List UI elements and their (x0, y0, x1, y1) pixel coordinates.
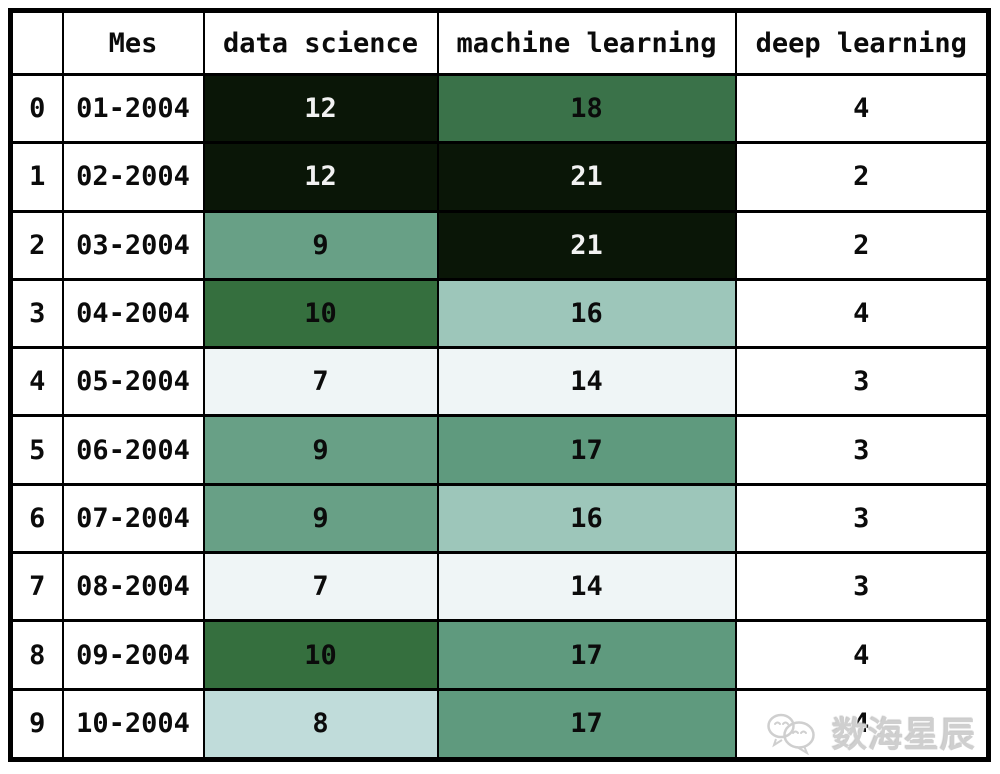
cell-mes: 05-2004 (61, 346, 205, 418)
row-index: 5 (9, 414, 64, 486)
cell-mes: 01-2004 (61, 72, 205, 145)
cell-mes: 04-2004 (61, 277, 205, 350)
cell-machine-learning: 18 (436, 72, 737, 145)
cell-data-science: 10 (202, 277, 439, 350)
table-row: 0 01-2004 12 18 4 (9, 72, 990, 145)
header-data-science: data science (202, 9, 439, 76)
cell-mes: 08-2004 (61, 551, 205, 623)
cell-data-science: 7 (202, 551, 439, 623)
cell-mes: 09-2004 (61, 619, 205, 691)
row-index: 9 (9, 687, 64, 762)
cell-data-science: 7 (202, 346, 439, 418)
cell-data-science: 10 (202, 619, 439, 691)
cell-deep-learning: 3 (734, 414, 990, 486)
table-body: 0 01-2004 12 18 4 1 02-2004 12 21 2 2 03-2004 9 21 2 3 0… (9, 72, 990, 762)
cell-deep-learning: 4 (734, 277, 990, 350)
cell-machine-learning: 21 (436, 141, 737, 213)
cell-mes: 03-2004 (61, 209, 205, 281)
header-mes: Mes (61, 9, 205, 76)
table-header: Mes data science machine learning deep l… (9, 9, 990, 76)
table-row: 3 04-2004 10 16 4 (9, 277, 990, 350)
cell-machine-learning: 16 (436, 482, 737, 555)
cell-data-science: 12 (202, 72, 439, 145)
cell-data-science: 9 (202, 209, 439, 281)
row-index: 4 (9, 346, 64, 418)
table-row: 9 10-2004 8 17 4 (9, 687, 990, 762)
cell-data-science: 9 (202, 482, 439, 555)
header-index-blank (9, 9, 64, 76)
cell-machine-learning: 17 (436, 414, 737, 486)
cell-mes: 02-2004 (61, 141, 205, 213)
table-row: 2 03-2004 9 21 2 (9, 209, 990, 281)
cell-data-science: 12 (202, 141, 439, 213)
cell-deep-learning: 2 (734, 209, 990, 281)
cell-deep-learning: 3 (734, 551, 990, 623)
cell-deep-learning: 4 (734, 72, 990, 145)
cell-machine-learning: 16 (436, 277, 737, 350)
table-row: 5 06-2004 9 17 3 (9, 414, 990, 486)
cell-deep-learning: 4 (734, 687, 990, 762)
cell-machine-learning: 21 (436, 209, 737, 281)
table-row: 1 02-2004 12 21 2 (9, 141, 990, 213)
row-index: 0 (9, 72, 64, 145)
cell-deep-learning: 3 (734, 482, 990, 555)
cell-mes: 10-2004 (61, 687, 205, 762)
styled-dataframe-table: Mes data science machine learning deep l… (8, 8, 991, 762)
cell-machine-learning: 14 (436, 551, 737, 623)
row-index: 8 (9, 619, 64, 691)
table-row: 4 05-2004 7 14 3 (9, 346, 990, 418)
cell-deep-learning: 3 (734, 346, 990, 418)
cell-machine-learning: 17 (436, 619, 737, 691)
table-row: 8 09-2004 10 17 4 (9, 619, 990, 691)
cell-mes: 07-2004 (61, 482, 205, 555)
cell-deep-learning: 4 (734, 619, 990, 691)
cell-deep-learning: 2 (734, 141, 990, 213)
cell-machine-learning: 14 (436, 346, 737, 418)
table-row: 7 08-2004 7 14 3 (9, 551, 990, 623)
cell-mes: 06-2004 (61, 414, 205, 486)
header-machine-learning: machine learning (436, 9, 737, 76)
cell-data-science: 8 (202, 687, 439, 762)
cell-machine-learning: 17 (436, 687, 737, 762)
header-deep-learning: deep learning (734, 9, 990, 76)
cell-data-science: 9 (202, 414, 439, 486)
table-row: 6 07-2004 9 16 3 (9, 482, 990, 555)
row-index: 7 (9, 551, 64, 623)
row-index: 1 (9, 141, 64, 213)
row-index: 3 (9, 277, 64, 350)
row-index: 2 (9, 209, 64, 281)
row-index: 6 (9, 482, 64, 555)
header-row: Mes data science machine learning deep l… (9, 9, 990, 76)
